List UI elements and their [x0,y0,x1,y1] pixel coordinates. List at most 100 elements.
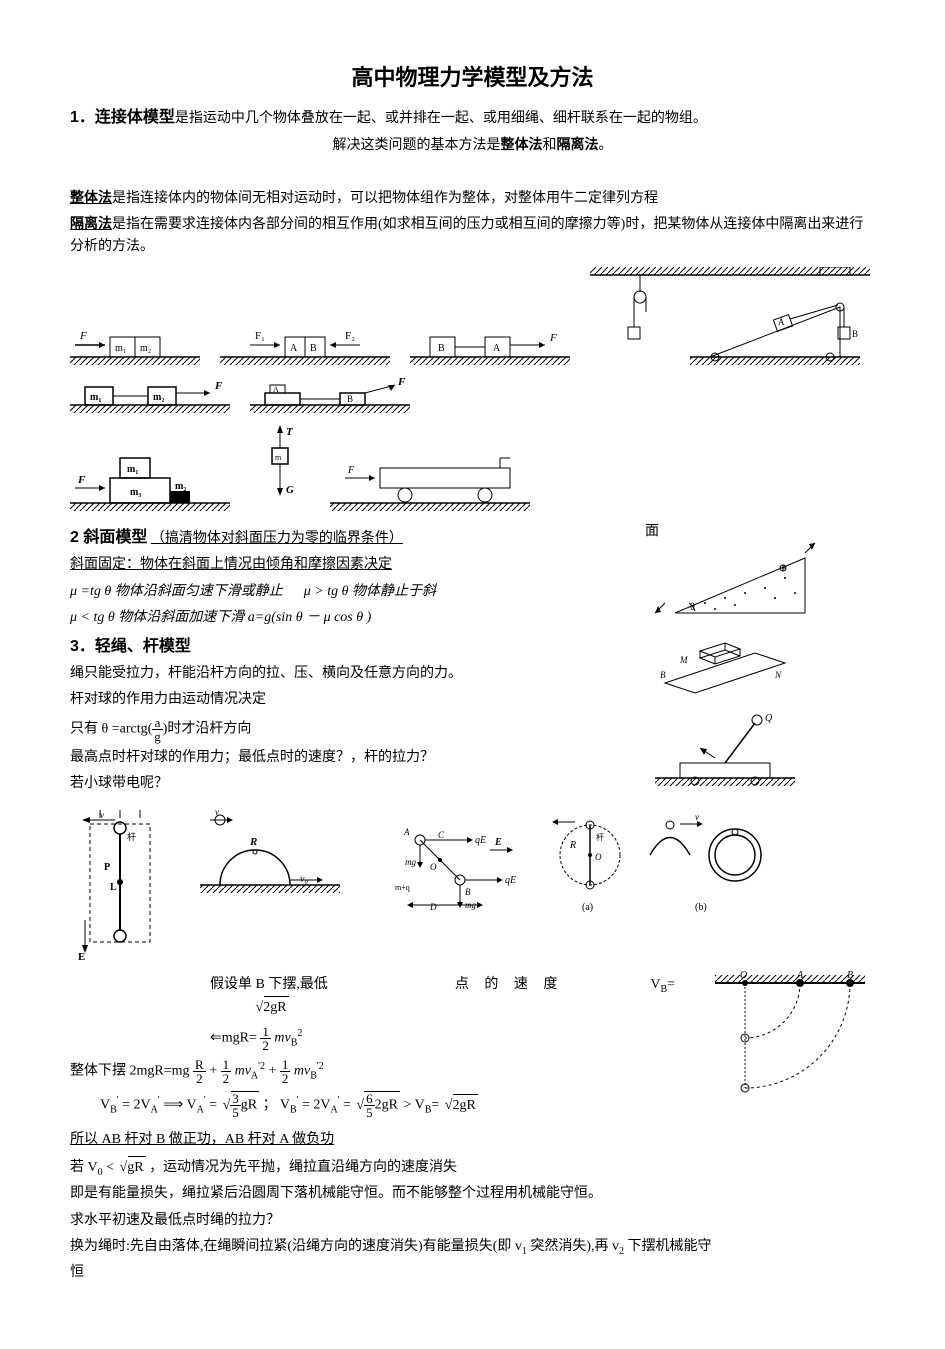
diagram-row-3: F m₃ m₁ m₂ T m G F [70,423,875,513]
w2: 2 [193,1072,206,1085]
svg-text:杆: 杆 [596,832,604,842]
svg-text:v: v [100,810,104,820]
method-end: 。 [599,138,613,153]
mvb-b: B [310,1071,317,1082]
section2-block: 2 斜面模型 （搞清物体对斜面压力为零的临界条件） 斜面固定：物体在斜面上情况由… [70,521,875,800]
plus1: + [209,1064,217,1079]
line-loss: 即是有能量损失，绳拉紧后沿圆周下落机械能守恒。而不能够整个过程用机械能守恒。 [70,1183,875,1205]
page-title: 高中物理力学模型及方法 [70,60,875,95]
svg-text:m₁: m₁ [90,392,101,403]
rope-mid: 突然消失),再 v [527,1239,619,1254]
if-pre: 若 V [70,1160,98,1175]
svg-text:F: F [347,465,355,476]
svg-text:P: P [104,862,110,873]
svg-text:F₁: F₁ [255,330,265,342]
line3-num: a [152,716,163,730]
svg-text:m₁: m₁ [115,343,126,354]
section1-intro: 1．连接体模型是指运动中几个物体叠放在一起、或并排在一起、或用细绳、细杆联系在一… [70,105,875,131]
svg-text:v: v [695,812,699,822]
svg-text:R: R [569,840,576,851]
line3-pre: 只有 θ =arctg( [70,722,152,737]
diagram-ba-pull: B A F [410,327,570,367]
rope-line: 换为绳时:先自由落体,在绳瞬间拉紧(沿绳方向的速度消失)有能量损失(即 v1 突… [70,1236,875,1258]
svg-text:qE: qE [505,875,516,886]
svg-text:B: B [465,887,471,897]
svg-text:A: A [273,385,279,394]
method-whole: 整体法 [501,138,543,153]
svg-text:E: E [494,837,502,848]
svg-text:O: O [740,970,747,981]
whole-label: 整体法 [70,191,112,206]
half-d: 2 [260,1039,271,1052]
section3-line5: 若小球带电呢？ [70,773,645,795]
diagram-rope-blocks: m₁ m₂ F [70,375,230,415]
diagram-ab-two-forces: F₁ A B F₂ [220,327,390,367]
method-mid: 和 [543,138,557,153]
gt: > V [403,1098,424,1113]
svg-text:F: F [77,474,86,486]
gR1: gR [241,1098,257,1113]
svg-text:B: B [347,394,353,404]
f65n: 6 [364,1092,375,1106]
section3-line4: 最高点时杆对球的作用力；最低点时的速度？，杆的拉力？ [70,747,645,769]
svg-text:m₂: m₂ [140,343,151,354]
whole-method-def: 整体法是指连接体内的物体间无相对运动时，可以把物体组作为整体，对整体用牛二定律列… [70,188,875,210]
diagram-hanging-tg: T m G [250,423,310,513]
if-lt: < [106,1160,114,1175]
svg-text:B: B [438,343,445,354]
va: A [197,1105,204,1116]
svg-text:杆: 杆 [127,831,136,842]
semi: ； V [263,1098,290,1113]
whole-text: 是指连接体内的物体间无相对运动时，可以把物体组作为整体，对整体用牛二定律列方程 [112,191,658,206]
f65d: 5 [364,1106,375,1119]
svg-text:F: F [79,330,87,342]
section2-eq2: μ < tg θ 物体沿斜面加速下滑 a=g(sin θ － μ cos θ ) [70,607,645,629]
svg-text:G: G [286,484,294,496]
vb-eq: = [667,977,675,992]
svg-text:O: O [430,862,437,872]
section2-heading-line: 2 斜面模型 （搞清物体对斜面压力为零的临界条件） [70,525,645,551]
2gR2: 2gR [453,1094,478,1117]
svg-text:v: v [215,810,219,817]
diagram-row-circular: v 杆 P L E v R v₀ A B O qE mg C [70,810,875,960]
svg-text:F: F [397,376,406,388]
svg-text:A: A [796,970,804,981]
mgR-line: ⇐mgR= 12 mvB2 [210,1025,705,1052]
mva: mv [235,1064,251,1079]
svg-text:A: A [403,827,410,837]
va3: A [330,1105,337,1116]
vb2eq: = 2V [302,1098,331,1113]
diagram-pendulum-ab: O A B [705,968,875,1108]
side-figures: 面 θ B M N [645,521,875,793]
svg-text:N: N [774,670,782,680]
svg-text:Q: Q [765,713,773,724]
vaeq: = [209,1098,220,1113]
if-post: ，运动情况为先平抛，绳拉直沿绳方向的速度消失 [149,1160,457,1175]
section2-line1: 斜面固定：物体在斜面上情况由倾角和摩擦因素决定 [70,554,645,576]
wR: R [193,1058,206,1072]
svg-text:(a): (a) [582,902,593,913]
diagram-qE-mg: A B O qE mg C qE mg D m+q E [360,810,520,920]
line-q: 求水平初速及最低点时绳的拉力？ [70,1210,875,1232]
rope-end: 恒 [70,1262,875,1284]
svg-text:m₃: m₃ [130,487,141,498]
diagram-incline-dotted: θ [645,543,825,623]
svg-text:T: T [286,426,294,438]
assume2: 点 的 速 度 [455,977,564,992]
conclusion: 所以 AB 杆对 B 做正功，AB 杆对 A 做负功 [70,1129,875,1151]
svg-text:O: O [595,852,602,862]
isolate-label: 隔离法 [70,217,112,232]
svg-text:B: B [310,343,317,354]
h2d: 2 [221,1072,232,1085]
section1-intro-text: 是指运动中几个物体叠放在一起、或并排在一起、或用细绳、细杆联系在一起的物组。 [175,111,707,126]
section3-line2: 杆对球的作用力由运动情况决定 [70,689,645,711]
svg-text:C: C [438,830,445,840]
mvb2: mv [294,1064,310,1079]
diagram-ab-rope: A B F [250,375,410,415]
diagram-loop-ground: v R v₀ [200,810,340,900]
isolate-method-def: 隔离法是指在需要求连接体内各部分间的相互作用(如求相互间的压力或相互间的摩擦力等… [70,214,875,259]
svg-text:F: F [214,380,223,392]
svg-text:B: B [660,670,666,680]
svg-text:(b): (b) [695,902,707,913]
dleq: = 2V [122,1098,151,1113]
